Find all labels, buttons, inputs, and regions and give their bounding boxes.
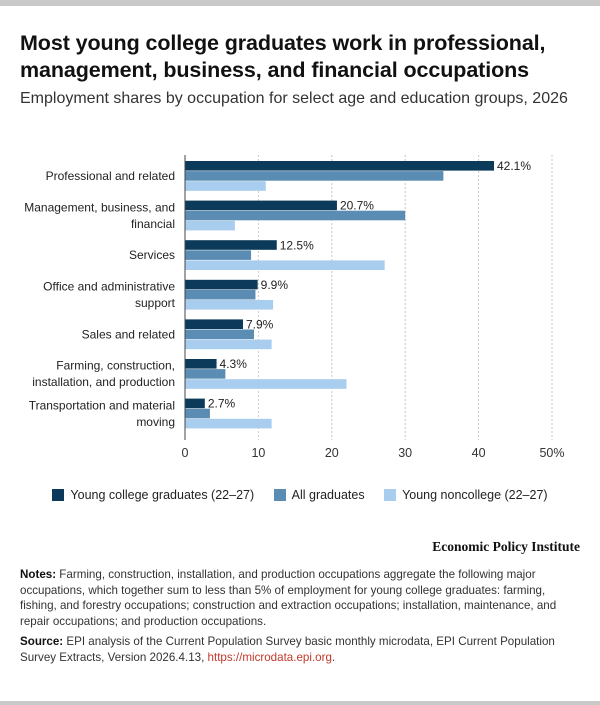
- bar-chart: 0 10 20 30 40 50% 42.1% 20.7% 12.5% 9.9% 7.9% 4.3% 2…: [24, 155, 565, 460]
- data-label: 20.7%: [340, 199, 374, 213]
- category-label: moving: [136, 415, 175, 429]
- legend-swatch-young-noncollege: [384, 488, 397, 501]
- source-paragraph: Source: EPI analysis of the Current Popu…: [20, 634, 585, 665]
- category-label: financial: [131, 217, 175, 231]
- notes-paragraph: Notes: Farming, construction, installati…: [20, 567, 585, 629]
- bottom-divider: [0, 701, 600, 705]
- category-label: installation, and production: [32, 375, 175, 389]
- x-tick-label: 50%: [539, 446, 564, 460]
- bar: [185, 181, 266, 191]
- data-label: 4.3%: [220, 357, 248, 371]
- legend-item-all-graduates: All graduates: [273, 487, 365, 502]
- bar: [185, 161, 495, 171]
- bar: [185, 260, 385, 270]
- bar: [185, 289, 256, 300]
- bar: [185, 398, 205, 409]
- bar: [185, 339, 272, 350]
- source-link[interactable]: https://microdata.epi.org: [207, 650, 332, 664]
- x-tick-label: 10: [251, 446, 265, 460]
- bar: [185, 200, 337, 211]
- notes-block: Notes: Farming, construction, installati…: [20, 567, 585, 671]
- bar: [185, 240, 277, 250]
- bar: [185, 171, 444, 181]
- data-label: 9.9%: [261, 278, 289, 292]
- category-label: Farming, construction,: [56, 359, 175, 373]
- top-divider: [0, 0, 600, 6]
- x-tick-label: 0: [182, 446, 189, 460]
- bar: [185, 210, 406, 221]
- data-label: 2.7%: [208, 397, 236, 411]
- chart-legend: Young college graduates (22–27) All grad…: [0, 487, 600, 502]
- bar: [185, 408, 210, 419]
- chart-title: Most young college graduates work in pro…: [20, 31, 546, 82]
- bar: [185, 379, 347, 389]
- legend-item-young-noncollege: Young noncollege (22–27): [384, 488, 548, 502]
- category-label: Sales and related: [82, 327, 175, 341]
- source-text: EPI analysis of the Current Population S…: [20, 635, 555, 664]
- legend-item-young-college: Young college graduates (22–27): [52, 488, 254, 502]
- bar: [185, 279, 258, 290]
- x-tick-label: 30: [398, 446, 412, 460]
- bar: [185, 250, 252, 260]
- x-tick-label: 40: [472, 446, 486, 460]
- chart-subtitle: Employment shares by occupation for sele…: [20, 90, 568, 107]
- data-label: 12.5%: [280, 238, 314, 252]
- legend-swatch-all-graduates: [273, 488, 286, 501]
- category-label: Services: [129, 248, 175, 262]
- data-label: 7.9%: [246, 318, 274, 332]
- legend-label-all-graduates: All graduates: [291, 487, 365, 502]
- x-tick-label: 20: [325, 446, 339, 460]
- bar: [185, 418, 272, 429]
- category-label: Management, business, and: [24, 200, 175, 214]
- bar: [185, 220, 235, 231]
- notes-text: Farming, construction, installation, and…: [20, 568, 557, 628]
- bar: [185, 329, 254, 340]
- source-label: Source:: [20, 635, 64, 649]
- legend-label-young-noncollege: Young noncollege (22–27): [402, 487, 548, 502]
- bar: [185, 369, 226, 379]
- bar: [185, 319, 243, 329]
- category-label: support: [135, 296, 176, 310]
- bar: [185, 300, 274, 310]
- category-label: Office and administrative: [43, 279, 175, 293]
- notes-label: Notes:: [20, 568, 57, 581]
- legend-label-young-college: Young college graduates (22–27): [70, 487, 255, 502]
- category-label: Professional and related: [46, 169, 175, 183]
- category-label: Transportation and material: [29, 398, 175, 412]
- source-end: .: [331, 650, 336, 664]
- data-label: 42.1%: [497, 159, 531, 173]
- bar: [185, 359, 217, 369]
- organization-name: Economic Policy Institute: [432, 539, 580, 554]
- legend-swatch-young-college: [52, 488, 65, 501]
